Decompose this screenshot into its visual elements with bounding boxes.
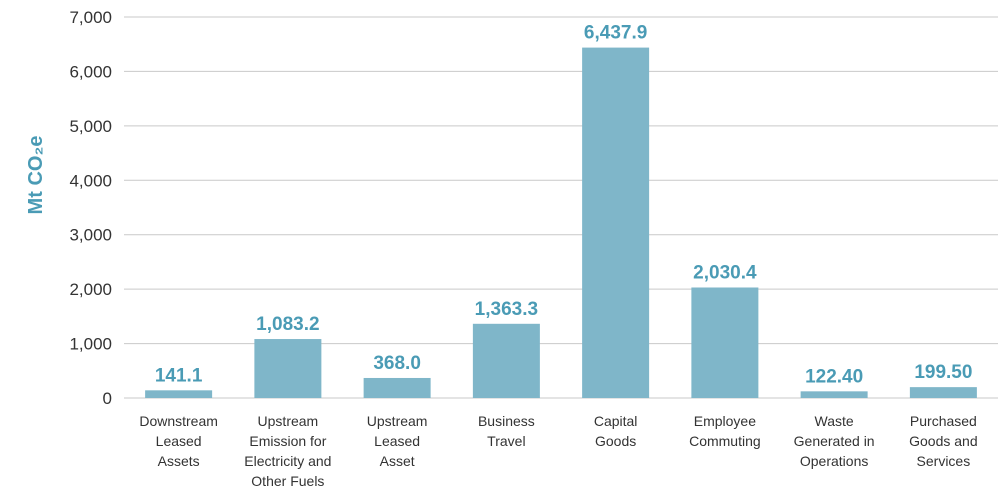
bar	[254, 339, 322, 398]
y-tick-label: 4,000	[69, 171, 112, 190]
bar	[691, 287, 759, 398]
category-label-line: Goods and	[909, 433, 978, 449]
category-label-line: Commuting	[689, 433, 761, 449]
category-label-line: Capital	[594, 413, 638, 429]
category-label-line: Leased	[374, 433, 420, 449]
data-label: 1,363.3	[475, 299, 538, 320]
category-label-line: Services	[917, 453, 971, 469]
category-label-line: Electricity and	[244, 453, 331, 469]
y-tick-label: 7,000	[69, 8, 112, 27]
data-label: 141.1	[155, 365, 203, 386]
data-label: 368.0	[373, 353, 421, 374]
bar	[472, 323, 540, 398]
category-label-line: Goods	[595, 433, 636, 449]
data-label: 122.40	[805, 366, 863, 387]
data-label: 2,030.4	[693, 262, 757, 283]
bars	[145, 47, 977, 398]
category-label-line: Emission for	[249, 433, 326, 449]
category-label: Purchased Goods and Services	[909, 413, 978, 469]
category-label-line: Employee	[694, 413, 756, 429]
y-tick-label: 2,000	[69, 280, 112, 299]
data-label: 199.50	[914, 362, 972, 383]
category-label-line: Assets	[158, 453, 200, 469]
category-label-line: Upstream	[367, 413, 428, 429]
category-label-line: Travel	[487, 433, 525, 449]
y-tick-label: 1,000	[69, 335, 112, 354]
category-labels: Downstream Leased Assets Upstream Emission f…	[139, 413, 977, 489]
category-label: Upstream Leased Asset	[367, 413, 428, 469]
category-label-line: Operations	[800, 453, 868, 469]
category-label: Business Travel	[478, 413, 535, 449]
category-label-line: Downstream	[139, 413, 218, 429]
bar	[363, 377, 431, 398]
y-axis-ticks: 0 1,000 2,000 3,000 4,000 5,000 6,000 7,000	[69, 8, 112, 408]
y-axis-label: Mt CO₂e	[25, 136, 47, 215]
category-label-line: Generated in	[794, 433, 875, 449]
category-label: Downstream Leased Assets	[139, 413, 218, 469]
data-label: 1,083.2	[256, 314, 319, 335]
bar	[145, 390, 213, 398]
category-label: Waste Generated in Operations	[794, 413, 875, 469]
category-label: Employee Commuting	[689, 413, 761, 449]
bar	[582, 47, 650, 398]
category-label-line: Other Fuels	[251, 473, 324, 489]
category-label-line: Business	[478, 413, 535, 429]
bar	[800, 391, 868, 398]
category-label: Capital Goods	[594, 413, 638, 449]
category-label-line: Asset	[380, 453, 415, 469]
y-tick-label: 6,000	[69, 62, 112, 81]
y-tick-label: 3,000	[69, 226, 112, 245]
category-label-line: Leased	[156, 433, 202, 449]
category-label-line: Waste	[815, 413, 854, 429]
data-label: 6,437.9	[584, 23, 647, 44]
category-label: Upstream Emission for Electricity and Other…	[244, 413, 331, 489]
data-labels: 141.1 1,083.2 368.0 1,363.3 6,437.9 2,030.4 12…	[155, 23, 973, 388]
y-tick-label: 5,000	[69, 117, 112, 136]
category-label-line: Purchased	[910, 413, 977, 429]
y-tick-label: 0	[103, 389, 112, 408]
bar	[909, 387, 977, 398]
category-label-line: Upstream	[258, 413, 319, 429]
